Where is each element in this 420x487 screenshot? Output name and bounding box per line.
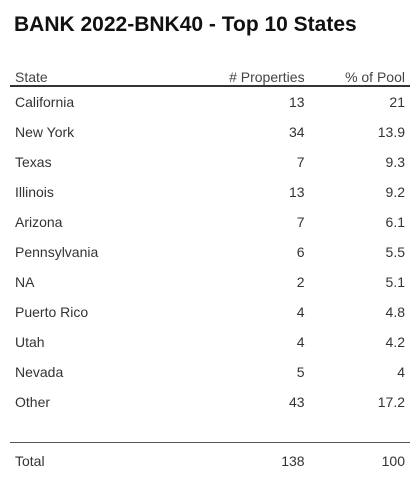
pool-cell: 9.2 — [385, 184, 405, 200]
page-title: BANK 2022-BNK40 - Top 10 States — [14, 13, 357, 36]
total-row: Total 138 100 — [10, 442, 410, 478]
state-cell: Texas — [15, 154, 52, 170]
table-header-row: State # Properties % of Pool — [10, 63, 410, 87]
pool-cell: 17.2 — [377, 394, 405, 410]
state-cell: Arizona — [15, 214, 63, 230]
state-cell: NA — [15, 274, 35, 290]
table-row: NA 2 5.1 — [10, 267, 410, 297]
table-row: New York 34 13.9 — [10, 117, 410, 147]
properties-cell: 4 — [296, 304, 305, 320]
state-cell: Pennsylvania — [15, 244, 99, 260]
properties-cell: 34 — [289, 124, 305, 140]
total-properties: 138 — [195, 442, 310, 478]
table-row: California 13 21 — [10, 86, 410, 117]
table-row: Illinois 13 9.2 — [10, 177, 410, 207]
pool-cell: 4.8 — [385, 304, 405, 320]
state-cell: New York — [15, 124, 75, 140]
state-cell: Other — [15, 394, 51, 410]
pool-cell: 5.5 — [385, 244, 405, 260]
pool-cell: 6.1 — [385, 214, 405, 230]
column-header-state: State — [10, 63, 196, 87]
properties-cell: 5 — [296, 364, 305, 380]
pool-cell: 4 — [397, 364, 405, 380]
pool-cell: 5.1 — [385, 274, 405, 290]
state-cell: Nevada — [15, 364, 64, 380]
table-row: Puerto Rico 4 4.8 — [10, 297, 410, 327]
states-table: State # Properties % of Pool California 1… — [10, 63, 410, 478]
state-cell: California — [15, 94, 75, 110]
properties-cell: 43 — [289, 394, 305, 410]
total-label: Total — [10, 442, 196, 478]
state-cell: Puerto Rico — [15, 304, 89, 320]
properties-cell: 6 — [296, 244, 305, 260]
state-cell: Utah — [15, 334, 45, 350]
pool-cell: 4.2 — [385, 334, 405, 350]
state-cell: Illinois — [15, 184, 54, 200]
spacer-cell — [10, 417, 410, 443]
table-row: Nevada 5 4 — [10, 357, 410, 387]
table-spacer — [10, 417, 410, 443]
properties-cell: 7 — [296, 154, 305, 170]
table-row: Pennsylvania 6 5.5 — [10, 237, 410, 267]
properties-cell: 7 — [296, 214, 305, 230]
pool-cell: 21 — [389, 94, 405, 110]
properties-cell: 13 — [289, 94, 305, 110]
properties-cell: 4 — [296, 334, 305, 350]
total-pool: 100 — [309, 442, 410, 478]
table-row: Texas 7 9.3 — [10, 147, 410, 177]
pool-cell: 13.9 — [377, 124, 405, 140]
properties-cell: 2 — [296, 274, 305, 290]
column-header-properties: # Properties — [195, 63, 310, 87]
table-body: California 13 21 New York 34 13.9 Texas 7 9.3 Ill… — [10, 86, 410, 417]
table-row: Utah 4 4.2 — [10, 327, 410, 357]
table-row: Other 43 17.2 — [10, 387, 410, 417]
properties-cell: 13 — [289, 184, 305, 200]
pool-cell: 9.3 — [385, 154, 405, 170]
table-row: Arizona 7 6.1 — [10, 207, 410, 237]
column-header-pool: % of Pool — [309, 63, 410, 87]
